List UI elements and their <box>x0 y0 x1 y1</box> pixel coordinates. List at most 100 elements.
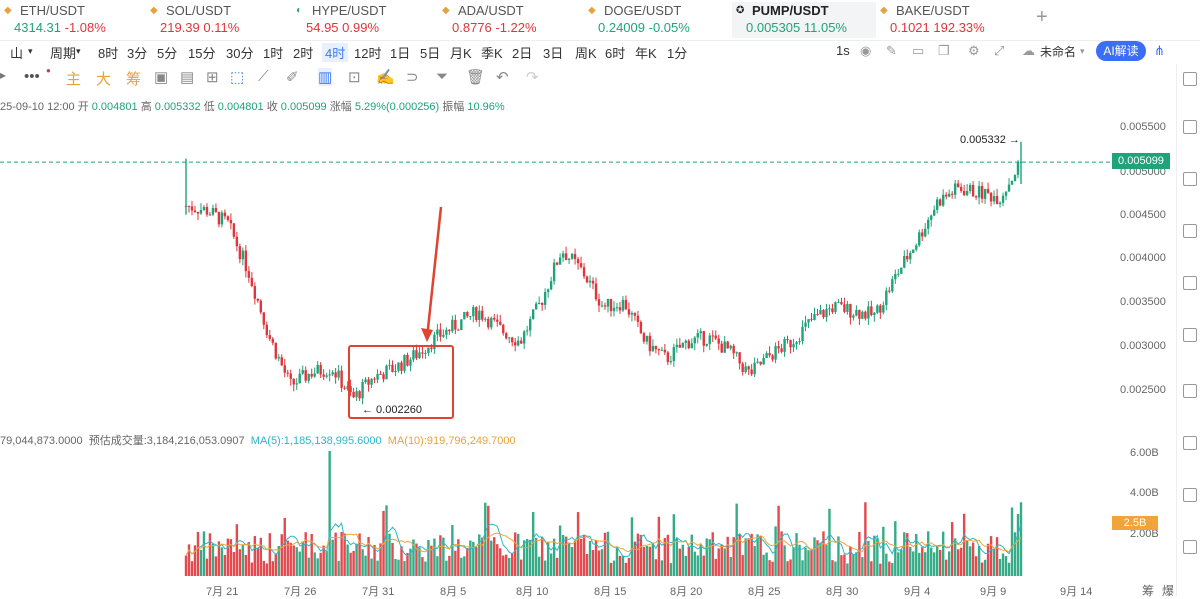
main-indicator-button[interactable]: 主 <box>66 71 82 88</box>
window-icon[interactable]: ▭ <box>912 43 925 58</box>
candle-body <box>241 250 245 260</box>
volume-bar <box>906 533 909 576</box>
large-order-button[interactable]: 大 <box>96 71 112 88</box>
settings-icon[interactable]: ⚙ <box>968 43 980 58</box>
candle-body <box>543 292 547 305</box>
volume-bar <box>594 540 598 576</box>
tab-hype-usdt[interactable]: ◐ HYPE/USDT 54.95 0.99% <box>292 2 442 38</box>
candle-body <box>768 353 771 356</box>
chevron-down-icon[interactable]: ▾ <box>76 46 81 56</box>
interval-7[interactable]: 4时 <box>322 43 349 62</box>
volume-bar <box>675 538 679 576</box>
candle-body <box>753 362 756 375</box>
bars-icon[interactable]: ▥ <box>318 68 333 86</box>
redo-icon[interactable]: ↷ <box>526 69 539 86</box>
panel-icon[interactable] <box>1183 120 1197 134</box>
interval-5[interactable]: 1时 <box>263 46 284 61</box>
interval-11[interactable]: 月K <box>450 46 472 61</box>
note-icon[interactable]: ✍ <box>376 69 395 86</box>
interval-2[interactable]: 5分 <box>157 46 178 61</box>
volume-bar <box>657 516 661 576</box>
candle-body <box>505 333 508 339</box>
volume-bar <box>956 549 960 576</box>
candle-body <box>594 283 598 300</box>
layout-name[interactable]: 未命名 <box>1040 45 1077 59</box>
interval-14[interactable]: 3日 <box>543 46 564 61</box>
chart-type-button[interactable]: 山 <box>10 46 24 61</box>
panel-icon[interactable] <box>1183 72 1197 86</box>
candle-body <box>475 307 478 320</box>
interval-12[interactable]: 季K <box>481 46 503 61</box>
indicator-icon[interactable]: ▣ <box>154 69 169 86</box>
interval-10[interactable]: 5日 <box>420 46 441 61</box>
candle-body <box>687 340 690 349</box>
chip-label[interactable]: 筹 <box>1142 584 1155 598</box>
ruler-icon[interactable]: ⟋ <box>258 68 269 85</box>
share-icon[interactable]: ⋔ <box>1154 43 1165 58</box>
plugin-icon[interactable]: ▤ <box>180 69 195 86</box>
tab-doge-usdt[interactable]: ◆ DOGE/USDT 0.24009 -0.05% <box>584 2 734 38</box>
collapse-icon[interactable]: ▸ <box>0 68 7 82</box>
interval-0[interactable]: 8时 <box>98 46 119 61</box>
interval-16[interactable]: 6时 <box>605 46 626 61</box>
refresh-interval[interactable]: 1s <box>836 43 850 58</box>
fullscreen-icon[interactable]: ⤢ <box>994 43 1005 58</box>
panel-icon[interactable] <box>1183 328 1197 342</box>
liquidation-label[interactable]: 爆 <box>1162 584 1175 598</box>
tab-bake-usdt[interactable]: ◆ BAKE/USDT 0.1021 192.33% <box>876 2 1026 38</box>
interval-1[interactable]: 3分 <box>127 46 148 61</box>
panel-icon[interactable] <box>1183 436 1197 450</box>
interval-17[interactable]: 年K <box>635 46 657 61</box>
tab-price: 0.8776 -1.22% <box>452 20 537 35</box>
panel-icon[interactable] <box>1183 224 1197 238</box>
copy-icon[interactable]: ❐ <box>938 43 950 58</box>
cloud-icon[interactable]: ☁ <box>1022 43 1035 58</box>
tab-eth-usdt[interactable]: ◆ ETH/USDT 4314.31 -1.08% <box>0 2 150 38</box>
chip-distribution-button[interactable]: 筹 <box>126 71 142 88</box>
candle-body <box>678 344 682 348</box>
panel-icon[interactable] <box>1183 540 1197 554</box>
panel-icon[interactable] <box>1183 384 1197 398</box>
panel-icon[interactable] <box>1183 488 1197 502</box>
volume-bar <box>487 505 490 576</box>
tab-sol-usdt[interactable]: ◆ SOL/USDT 219.39 0.11% <box>146 2 296 38</box>
tab-pump-usdt[interactable]: ✪ PUMP/USDT 0.005305 11.05% <box>732 2 876 38</box>
tab-ada-usdt[interactable]: ◆ ADA/USDT 0.8776 -1.22% <box>438 2 588 38</box>
tab-symbol: ADA/USDT <box>458 3 524 18</box>
more-icon[interactable]: ••• <box>24 68 40 85</box>
interval-13[interactable]: 2日 <box>512 46 533 61</box>
interval-4[interactable]: 30分 <box>226 46 254 61</box>
ai-analysis-button[interactable]: AI解读 <box>1096 41 1146 61</box>
add-tab-icon[interactable]: + <box>1036 6 1048 28</box>
interval-9[interactable]: 1日 <box>390 46 411 61</box>
candle-body <box>807 319 810 323</box>
volume-bar <box>633 541 637 576</box>
chevron-down-icon[interactable]: ▾ <box>1080 46 1085 56</box>
candle-body <box>765 353 768 359</box>
camera-icon[interactable]: ◉ <box>860 43 872 58</box>
cursor-select-icon[interactable]: ⬚ <box>230 69 245 86</box>
undo-icon[interactable]: ↶ <box>496 69 509 86</box>
pen-icon[interactable]: ✐ <box>286 69 299 86</box>
volume-bar <box>1007 562 1011 576</box>
interval-15[interactable]: 周K <box>575 46 597 61</box>
volume-bar <box>1010 507 1014 576</box>
filter-icon[interactable]: ⏷ <box>436 68 449 85</box>
trash-icon[interactable]: 🗑 <box>466 69 486 86</box>
panel-icon[interactable] <box>1183 276 1197 290</box>
edit-icon[interactable]: ✎ <box>886 43 897 58</box>
interval-8[interactable]: 12时 <box>354 46 382 61</box>
interval-3[interactable]: 15分 <box>188 46 216 61</box>
lock-icon[interactable]: ⊡ <box>348 69 361 86</box>
candle-body <box>663 349 667 353</box>
chevron-down-icon[interactable]: ▾ <box>28 46 33 56</box>
period-button[interactable]: 周期 <box>50 46 77 61</box>
panel-icon[interactable] <box>1183 172 1197 186</box>
volume-bar <box>232 551 236 576</box>
magnet-icon[interactable]: ⊃ <box>406 69 419 86</box>
candle-body <box>292 378 295 385</box>
interval-18[interactable]: 1分 <box>667 46 688 61</box>
volume-bar <box>271 561 274 576</box>
layout-grid-icon[interactable]: ⊞ <box>206 69 219 86</box>
interval-6[interactable]: 2时 <box>293 46 314 61</box>
